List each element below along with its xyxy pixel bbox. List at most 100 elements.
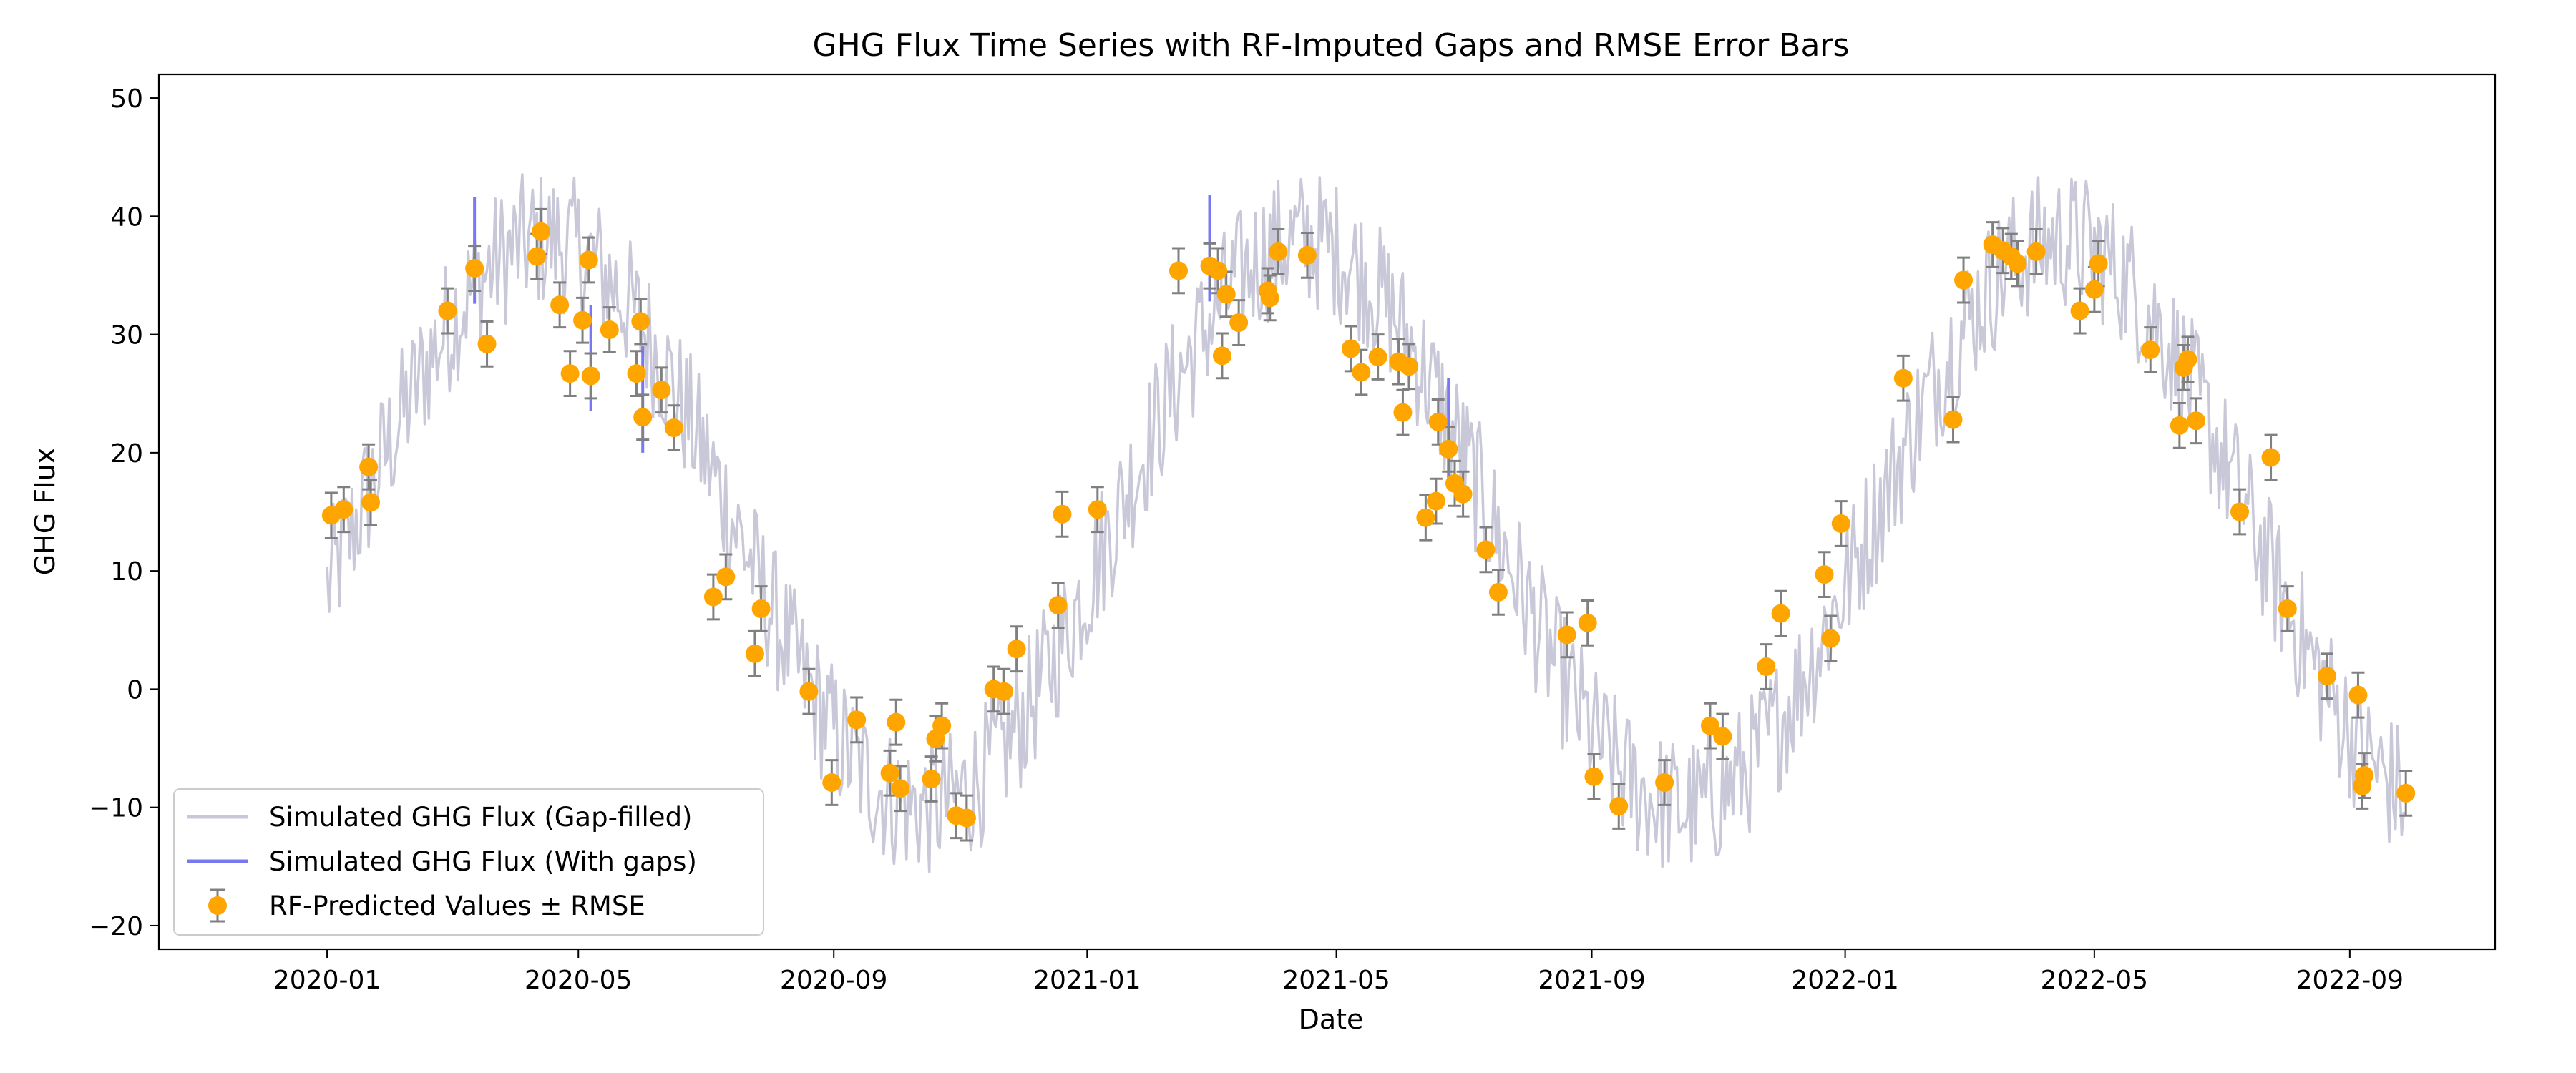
gap-filled-series <box>326 173 2406 873</box>
rf-point <box>2187 411 2206 431</box>
rf-point <box>550 295 570 315</box>
rf-point <box>880 763 899 783</box>
rf-point <box>1954 270 1974 290</box>
rf-point <box>579 250 598 270</box>
rf-point <box>627 364 646 383</box>
legend-label-rf-points: RF-Predicted Values ± RMSE <box>269 891 645 921</box>
axis-ticks: 2020-01 2020-05 2020-09 2021-01 2021-05 2021-… <box>89 84 2404 995</box>
rf-point <box>1557 625 1576 645</box>
rf-point <box>2089 254 2108 273</box>
rf-point <box>1943 410 1963 429</box>
rf-point <box>573 310 592 330</box>
rf-point <box>2008 254 2027 273</box>
rf-point <box>891 779 910 798</box>
plot-frame <box>157 73 2497 951</box>
rf-point <box>2170 416 2189 435</box>
rf-point <box>1368 347 1387 366</box>
rf-point <box>1476 540 1496 559</box>
rf-point <box>1655 773 1674 792</box>
rf-point <box>2396 783 2416 803</box>
x-tick-label: 2022-09 <box>2296 966 2404 995</box>
rf-point <box>1426 491 1445 511</box>
gap-filled-line <box>326 173 2406 873</box>
rf-point <box>751 599 771 619</box>
rf-point <box>847 710 867 730</box>
rf-point <box>1269 242 1288 261</box>
rf-point <box>745 644 764 663</box>
rf-point <box>1439 439 1458 459</box>
y-tick-label: 50 <box>110 84 143 114</box>
x-tick-label: 2020-05 <box>525 966 632 995</box>
rf-point <box>1428 412 1448 431</box>
rf-point <box>359 457 379 476</box>
x-tick-label: 2020-09 <box>780 966 887 995</box>
rf-point <box>2026 242 2046 261</box>
rf-point <box>1821 629 1840 648</box>
rf-point <box>1584 767 1604 786</box>
rf-point <box>1713 727 1732 746</box>
y-tick-label: −20 <box>89 912 143 941</box>
rf-point <box>1007 640 1026 659</box>
rf-point <box>631 312 650 331</box>
rf-point <box>1453 484 1473 504</box>
y-tick-label: 0 <box>127 675 143 705</box>
rf-point <box>361 493 381 512</box>
rf-point <box>932 716 952 735</box>
y-tick-label: −10 <box>89 794 143 823</box>
rf-point <box>1341 339 1360 358</box>
rf-point <box>1400 357 1419 376</box>
rf-point <box>1053 504 1072 524</box>
legend: Simulated GHG Flux (Gap-filled) Simulate… <box>173 788 764 936</box>
rf-point <box>2355 766 2374 785</box>
y-tick-label: 10 <box>110 557 143 587</box>
rf-point <box>1578 613 1597 632</box>
rf-point <box>716 567 736 587</box>
rf-point <box>1048 596 1068 615</box>
rf-point <box>477 334 497 353</box>
rf-point <box>1169 261 1188 280</box>
rf-point <box>1393 403 1413 422</box>
rf-point <box>1229 313 1249 333</box>
rf-point <box>532 222 551 241</box>
x-tick-label: 2021-05 <box>1282 966 1390 995</box>
legend-swatch-rf-point <box>208 896 227 915</box>
rf-point <box>465 259 484 278</box>
rf-point <box>2070 301 2089 320</box>
rf-point <box>995 682 1014 701</box>
x-tick-label: 2022-01 <box>1791 966 1898 995</box>
rf-point <box>1609 797 1629 816</box>
rf-point <box>1893 368 1913 388</box>
y-tick-label: 40 <box>110 202 143 232</box>
rf-point <box>652 381 671 400</box>
x-tick-label: 2021-01 <box>1033 966 1141 995</box>
rf-point <box>527 247 547 266</box>
rf-point <box>957 808 976 828</box>
x-tick-label: 2022-05 <box>2041 966 2148 995</box>
rf-point <box>1416 508 1435 527</box>
rf-point <box>1815 565 1834 584</box>
plot-area <box>321 173 2416 873</box>
rf-point <box>438 301 457 320</box>
rf-point <box>2178 350 2197 369</box>
legend-box <box>173 788 764 936</box>
rf-point <box>822 773 841 792</box>
rf-points <box>321 222 2416 828</box>
x-tick-label: 2020-01 <box>273 966 381 995</box>
y-tick-label: 30 <box>110 321 143 351</box>
rf-point <box>1260 288 1279 308</box>
rf-point <box>1831 514 1850 534</box>
rf-point <box>799 682 819 701</box>
rf-point <box>2141 340 2160 360</box>
rf-point <box>1771 604 1790 623</box>
rf-point <box>1216 285 1236 304</box>
rf-point <box>1488 582 1508 602</box>
y-tick-label: 20 <box>110 439 143 469</box>
rf-point <box>1700 716 1719 735</box>
rf-point <box>2230 502 2250 521</box>
rf-point <box>1212 346 1231 366</box>
rf-point <box>2084 280 2104 299</box>
y-axis-label: GHG Flux <box>29 448 61 576</box>
rf-point <box>334 500 353 519</box>
rf-point <box>1209 261 1228 280</box>
